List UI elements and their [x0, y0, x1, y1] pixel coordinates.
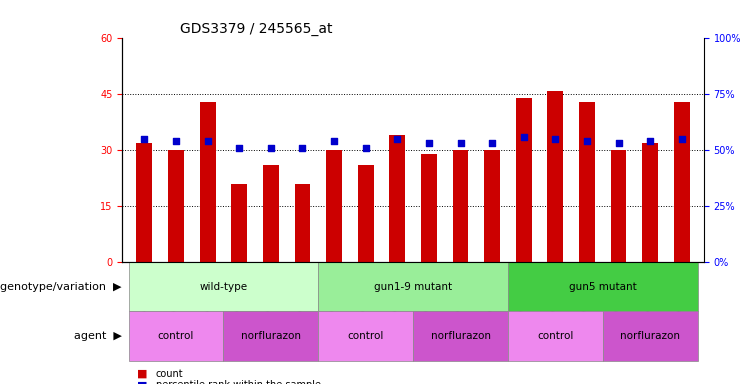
Bar — [413, 311, 508, 361]
Point — [676, 136, 688, 142]
Bar — [390, 135, 405, 262]
Text: percentile rank within the sample: percentile rank within the sample — [156, 380, 321, 384]
Bar — [231, 184, 247, 262]
Text: genotype/variation  ▶: genotype/variation ▶ — [0, 281, 122, 291]
Point — [518, 134, 530, 140]
Point — [233, 145, 245, 151]
Text: norflurazon: norflurazon — [431, 331, 491, 341]
Text: GDS3379 / 245565_at: GDS3379 / 245565_at — [180, 22, 333, 36]
Text: gun1-9 mutant: gun1-9 mutant — [374, 281, 452, 291]
Text: control: control — [158, 331, 194, 341]
Text: count: count — [156, 369, 183, 379]
Bar — [129, 311, 224, 361]
Bar — [326, 150, 342, 262]
Point — [391, 136, 403, 142]
Point — [296, 145, 308, 151]
Point — [360, 145, 372, 151]
Point — [613, 140, 625, 146]
Bar — [674, 102, 690, 262]
Bar — [579, 102, 595, 262]
Point — [486, 140, 498, 146]
Point — [139, 136, 150, 142]
Point — [328, 138, 340, 144]
Bar — [508, 311, 602, 361]
Bar — [642, 142, 658, 262]
Text: control: control — [537, 331, 574, 341]
Bar — [263, 165, 279, 262]
Bar — [602, 311, 697, 361]
Text: agent  ▶: agent ▶ — [74, 331, 122, 341]
Text: norflurazon: norflurazon — [241, 331, 301, 341]
Point — [549, 136, 561, 142]
Point — [581, 138, 593, 144]
Point — [423, 140, 435, 146]
Bar — [421, 154, 436, 262]
Point — [265, 145, 277, 151]
Bar — [224, 311, 319, 361]
Bar — [484, 150, 500, 262]
Bar — [168, 150, 184, 262]
Point — [454, 140, 466, 146]
Text: ■: ■ — [137, 380, 147, 384]
Bar — [358, 165, 373, 262]
Text: wild-type: wild-type — [199, 281, 247, 291]
Bar — [453, 150, 468, 262]
Bar — [611, 150, 626, 262]
Bar — [295, 184, 310, 262]
Text: gun5 mutant: gun5 mutant — [569, 281, 637, 291]
Bar — [200, 102, 216, 262]
Text: ■: ■ — [137, 369, 147, 379]
Bar — [129, 262, 319, 311]
Bar — [508, 262, 697, 311]
Point — [202, 138, 213, 144]
Point — [170, 138, 182, 144]
Text: norflurazon: norflurazon — [620, 331, 680, 341]
Bar — [516, 98, 531, 262]
Bar — [136, 142, 153, 262]
Text: control: control — [348, 331, 384, 341]
Bar — [319, 262, 508, 311]
Point — [644, 138, 656, 144]
Bar — [548, 91, 563, 262]
Bar — [319, 311, 413, 361]
